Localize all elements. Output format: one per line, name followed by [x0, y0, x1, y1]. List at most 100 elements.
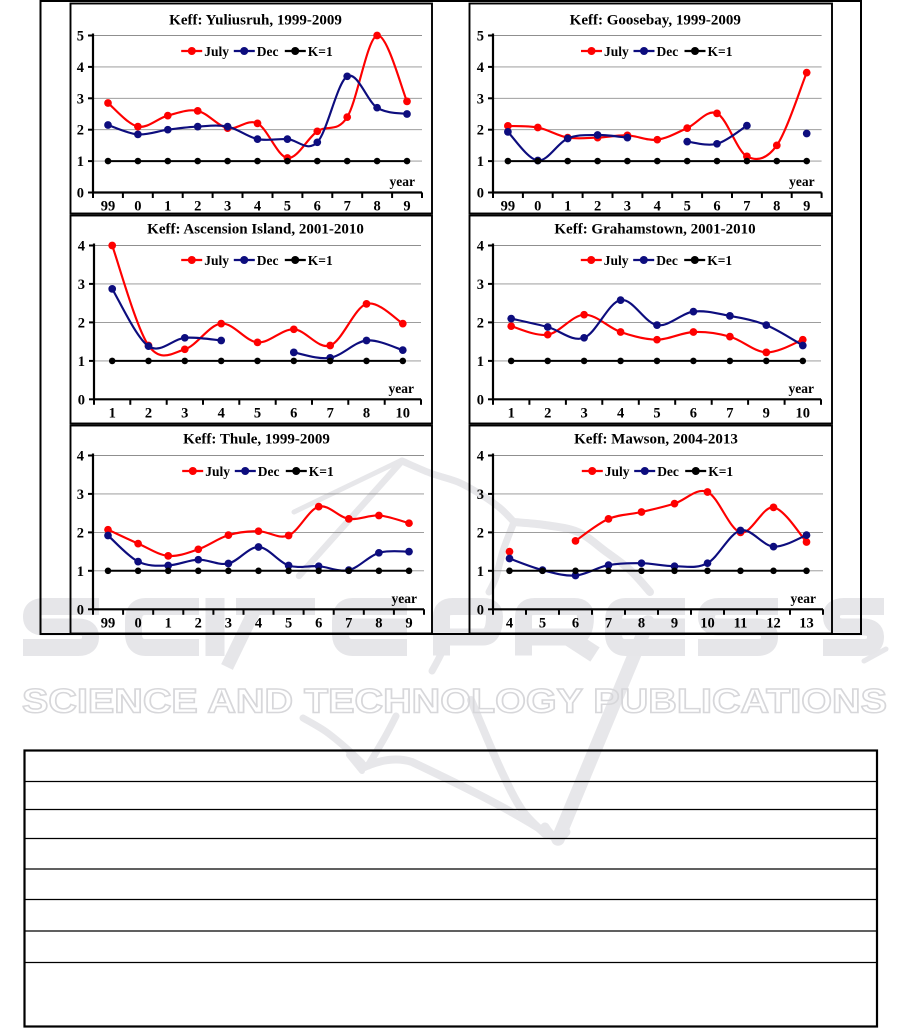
svg-text:Dec: Dec	[656, 253, 678, 268]
svg-text:Keff: Grahamstown, 2001-2010: Keff: Grahamstown, 2001-2010	[554, 222, 755, 238]
svg-text:July: July	[605, 464, 630, 479]
svg-text:year: year	[789, 381, 814, 396]
svg-text:1: 1	[508, 405, 515, 421]
svg-text:6: 6	[315, 615, 322, 631]
svg-text:4: 4	[254, 199, 261, 215]
svg-text:4: 4	[77, 449, 84, 465]
svg-text:4: 4	[218, 405, 225, 421]
svg-text:Dec: Dec	[258, 464, 280, 479]
svg-text:July: July	[604, 253, 629, 268]
svg-text:K=1: K=1	[309, 464, 334, 479]
svg-text:1: 1	[164, 199, 171, 215]
svg-text:2: 2	[77, 525, 84, 541]
svg-text:4: 4	[477, 239, 484, 255]
svg-text:3: 3	[181, 405, 188, 421]
svg-text:8: 8	[363, 405, 370, 421]
svg-text:7: 7	[344, 199, 351, 215]
svg-text:5: 5	[477, 29, 484, 45]
svg-text:Dec: Dec	[657, 44, 679, 59]
svg-text:SCIENCE AND TECHNOLOGY PUBLICA: SCIENCE AND TECHNOLOGY PUBLICATIONS	[22, 683, 887, 721]
svg-text:6: 6	[713, 199, 720, 215]
svg-text:6: 6	[314, 199, 321, 215]
svg-text:0: 0	[477, 186, 484, 202]
svg-text:2: 2	[544, 405, 551, 421]
svg-text:7: 7	[345, 615, 352, 631]
svg-text:6: 6	[572, 615, 579, 631]
svg-text:3: 3	[477, 277, 484, 293]
svg-text:2: 2	[477, 123, 484, 139]
svg-text:9: 9	[403, 199, 410, 215]
svg-text:12: 12	[766, 615, 781, 631]
svg-text:6: 6	[290, 405, 297, 421]
svg-text:5: 5	[284, 199, 291, 215]
svg-text:3: 3	[477, 91, 484, 107]
svg-text:Keff: Yuliusruh, 1999-2009: Keff: Yuliusruh, 1999-2009	[169, 13, 342, 29]
svg-text:7: 7	[605, 615, 612, 631]
svg-text:Dec: Dec	[257, 253, 279, 268]
svg-text:Keff: Mawson, 2004-2013: Keff: Mawson, 2004-2013	[574, 432, 738, 448]
svg-text:10: 10	[396, 405, 411, 421]
svg-text:99: 99	[501, 199, 516, 215]
svg-text:5: 5	[254, 405, 261, 421]
svg-text:11: 11	[734, 615, 748, 631]
svg-text:2: 2	[77, 123, 84, 139]
svg-text:4: 4	[255, 615, 262, 631]
svg-text:4: 4	[477, 449, 484, 465]
svg-text:1: 1	[77, 154, 84, 170]
svg-text:13: 13	[799, 615, 814, 631]
svg-text:3: 3	[77, 91, 84, 107]
svg-text:K=1: K=1	[707, 253, 732, 268]
svg-text:10: 10	[700, 615, 715, 631]
svg-text:5: 5	[653, 405, 660, 421]
svg-text:8: 8	[773, 199, 780, 215]
svg-text:year: year	[390, 174, 415, 189]
svg-text:2: 2	[78, 315, 85, 331]
svg-text:5: 5	[539, 615, 546, 631]
svg-text:year: year	[389, 381, 414, 396]
svg-text:8: 8	[375, 615, 382, 631]
svg-text:Dec: Dec	[257, 44, 279, 59]
svg-text:5: 5	[285, 615, 292, 631]
svg-text:2: 2	[477, 315, 484, 331]
svg-text:3: 3	[78, 277, 85, 293]
svg-text:3: 3	[624, 199, 631, 215]
svg-text:2: 2	[477, 525, 484, 541]
svg-text:2: 2	[145, 405, 152, 421]
svg-text:4: 4	[654, 199, 661, 215]
svg-text:0: 0	[477, 392, 484, 408]
svg-text:1: 1	[564, 199, 571, 215]
svg-text:1: 1	[78, 354, 85, 370]
svg-text:K=1: K=1	[708, 44, 733, 59]
svg-text:1: 1	[109, 405, 116, 421]
svg-text:K=1: K=1	[308, 44, 333, 59]
svg-text:K=1: K=1	[708, 464, 733, 479]
svg-text:2: 2	[195, 615, 202, 631]
svg-text:K=1: K=1	[308, 253, 333, 268]
svg-text:10: 10	[796, 405, 811, 421]
svg-text:1: 1	[477, 154, 484, 170]
svg-text:7: 7	[327, 405, 334, 421]
svg-text:7: 7	[726, 405, 733, 421]
svg-text:0: 0	[477, 602, 484, 618]
svg-text:July: July	[204, 44, 229, 59]
svg-text:0: 0	[534, 199, 541, 215]
svg-text:0: 0	[77, 186, 84, 202]
svg-text:1: 1	[77, 564, 84, 580]
svg-text:8: 8	[373, 199, 380, 215]
svg-text:3: 3	[77, 487, 84, 503]
svg-text:1: 1	[477, 564, 484, 580]
svg-text:5: 5	[77, 29, 84, 45]
svg-text:July: July	[205, 464, 230, 479]
svg-text:2: 2	[194, 199, 201, 215]
svg-text:4: 4	[506, 615, 513, 631]
svg-text:9: 9	[671, 615, 678, 631]
svg-text:year: year	[392, 591, 417, 606]
svg-text:Keff: Ascension Island, 2001-2: Keff: Ascension Island, 2001-2010	[147, 222, 364, 238]
svg-text:3: 3	[580, 405, 587, 421]
svg-text:Keff: Goosebay, 1999-2009: Keff: Goosebay, 1999-2009	[570, 13, 741, 29]
svg-text:6: 6	[690, 405, 697, 421]
svg-text:99: 99	[101, 615, 116, 631]
svg-text:4: 4	[78, 239, 85, 255]
svg-text:99: 99	[101, 199, 116, 215]
svg-text:Dec: Dec	[657, 464, 679, 479]
